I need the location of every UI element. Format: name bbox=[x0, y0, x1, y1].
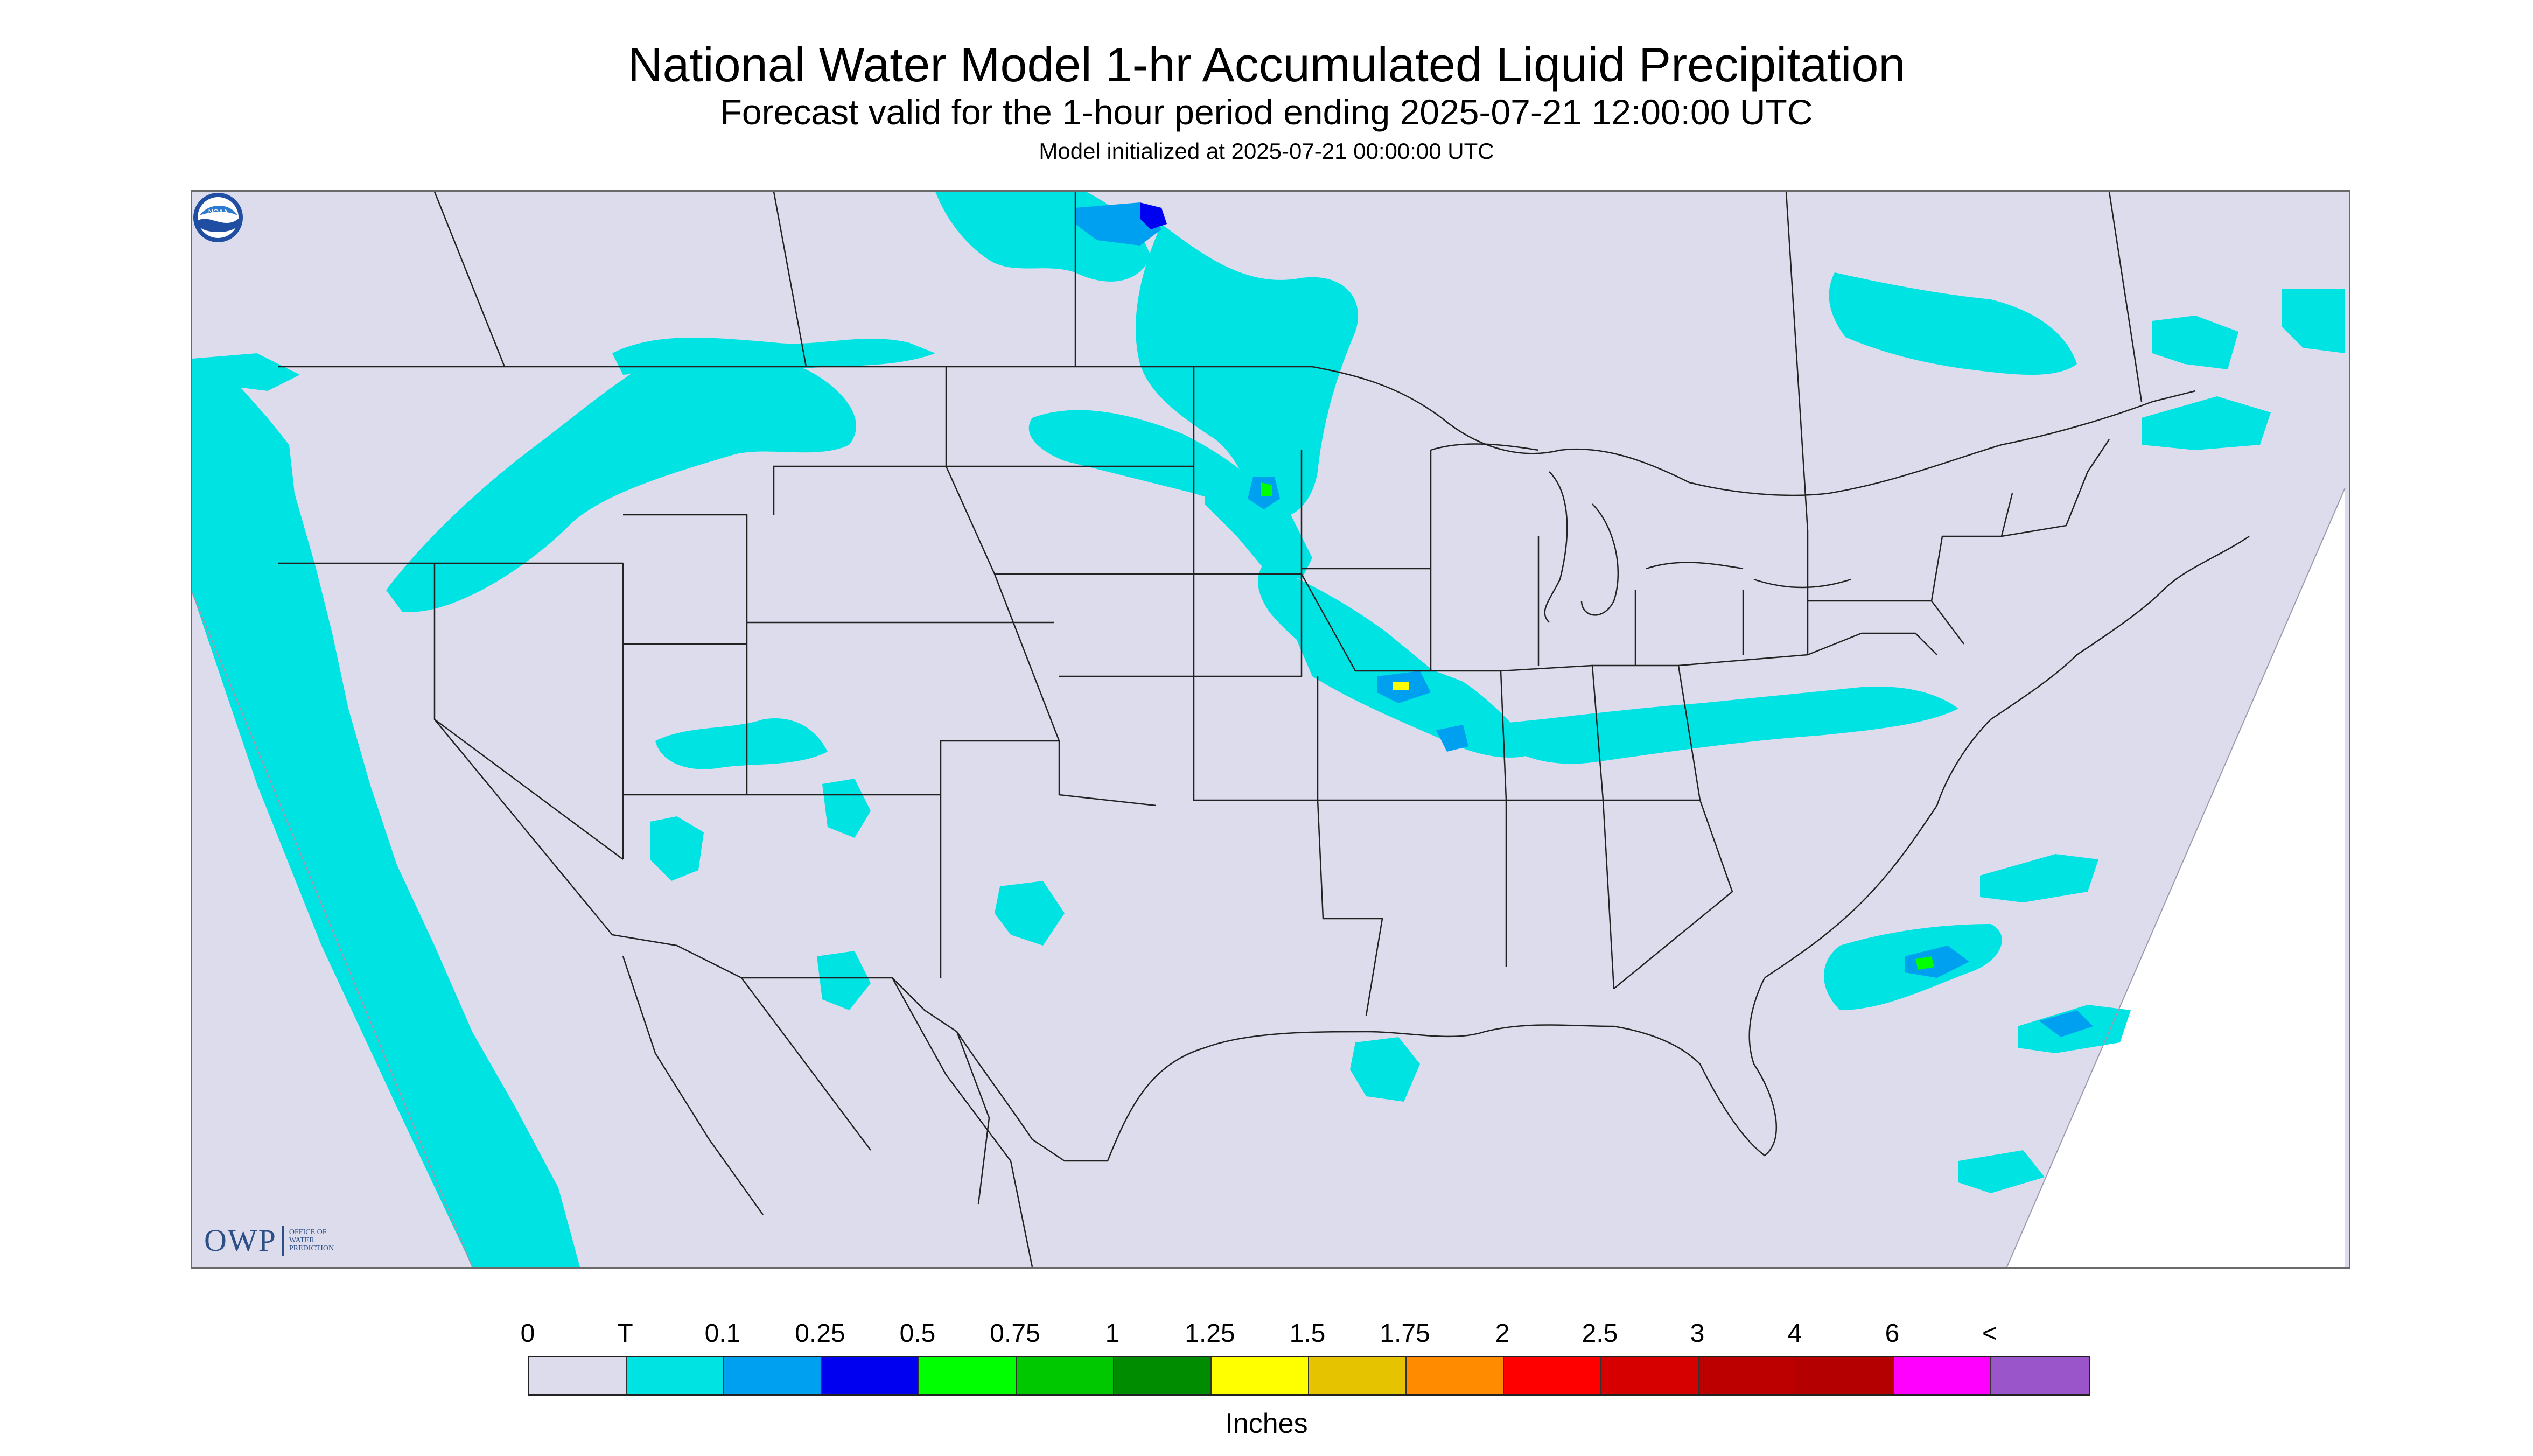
legend-tick-label: 4 bbox=[1787, 1319, 1802, 1348]
state-lines-northeast bbox=[1807, 439, 2110, 655]
az-trace bbox=[650, 816, 704, 881]
mexico-trace bbox=[817, 951, 871, 1010]
legend-swatch bbox=[919, 1357, 1017, 1394]
legend-swatch bbox=[627, 1357, 724, 1394]
legend-tick-label: 0.1 bbox=[704, 1319, 741, 1348]
se-offshore-light-core bbox=[2039, 1010, 2093, 1037]
legend-swatch bbox=[1894, 1357, 1991, 1394]
legend-swatch bbox=[1114, 1357, 1212, 1394]
legend-tick-label: 1.25 bbox=[1185, 1319, 1235, 1348]
iowa-illinois-trace bbox=[1296, 639, 1538, 758]
legend-tick-label: < bbox=[1982, 1319, 1998, 1348]
legend-swatch bbox=[1309, 1357, 1407, 1394]
ohio-valley-trace-band bbox=[1485, 687, 1958, 764]
noaa-logo-icon: NOAA bbox=[193, 193, 243, 242]
legend-swatch bbox=[1699, 1357, 1796, 1394]
illinois-light-core bbox=[1436, 725, 1468, 752]
nm-trace bbox=[822, 779, 871, 838]
state-lines-midwest bbox=[1300, 450, 1744, 671]
ne-canada-trace bbox=[1829, 272, 2077, 375]
quebec-trace bbox=[2142, 396, 2271, 450]
legend-tick-label: 0.75 bbox=[990, 1319, 1040, 1348]
legend-swatch bbox=[724, 1357, 822, 1394]
legend-swatch bbox=[1796, 1357, 1894, 1394]
nw-trace-band bbox=[192, 353, 300, 396]
noaa-logo-text: NOAA bbox=[208, 208, 228, 216]
legend-swatch bbox=[1017, 1357, 1114, 1394]
legend-tick-label: T bbox=[617, 1319, 633, 1348]
canada-province-lines bbox=[433, 192, 2143, 531]
owp-logo-divider bbox=[282, 1225, 284, 1256]
precipitation-map: OWP OFFICE OF WATER PREDICTION NOAA bbox=[191, 190, 2350, 1269]
legend-tick-label: 6 bbox=[1885, 1319, 1900, 1348]
owp-logo-mark: OWP bbox=[204, 1223, 277, 1258]
state-lines-east bbox=[1317, 632, 1937, 1016]
legend-swatch bbox=[1407, 1357, 1504, 1394]
model-init-line: Model initialized at 2025-07-21 00:00:00… bbox=[1039, 138, 1494, 164]
legend-swatch bbox=[1601, 1357, 1699, 1394]
legend-color-bar bbox=[528, 1356, 2090, 1396]
owp-logo-text: OFFICE OF WATER PREDICTION bbox=[289, 1228, 334, 1252]
texas-trace bbox=[995, 881, 1065, 946]
legend-swatch bbox=[822, 1357, 919, 1394]
political-borders bbox=[278, 192, 2250, 1267]
pacific-trace-swath bbox=[192, 369, 580, 1267]
legend-tick-label: 0.25 bbox=[795, 1319, 845, 1348]
far-ne-trace bbox=[2282, 289, 2345, 353]
dakotas-trace bbox=[1205, 472, 1312, 579]
great-lakes-outline bbox=[1430, 443, 1851, 623]
atlantic-coast bbox=[1764, 535, 2250, 979]
iowa-yellow-core bbox=[1393, 682, 1409, 690]
gulf-trace bbox=[1350, 1037, 1420, 1102]
legend-tick-label: 3 bbox=[1690, 1319, 1705, 1348]
legend-tick-label: 2 bbox=[1495, 1319, 1510, 1348]
gulf-coast bbox=[1107, 977, 1778, 1161]
minnesota-green-core bbox=[1261, 482, 1272, 496]
canada-us-border bbox=[278, 366, 2196, 496]
caribbean-trace bbox=[1958, 1150, 2045, 1193]
atlantic-offshore-trace bbox=[1980, 854, 2098, 902]
north-montana-trace bbox=[612, 338, 935, 375]
southwest-trace-cells bbox=[655, 718, 828, 769]
map-subtitle: Forecast valid for the 1-hour period end… bbox=[720, 92, 1813, 132]
legend-tick-label: 0 bbox=[520, 1319, 535, 1348]
legend-tick-label: 0.5 bbox=[899, 1319, 936, 1348]
legend-tick-label: 1.5 bbox=[1289, 1319, 1326, 1348]
map-canvas bbox=[192, 192, 2346, 1267]
atlantic-light-core bbox=[1905, 946, 1969, 978]
us-mexico-border bbox=[612, 934, 1108, 1162]
northern-rockies-trace bbox=[386, 346, 856, 612]
maritimes-trace bbox=[2152, 316, 2238, 369]
canada-heavy-core bbox=[1140, 202, 1167, 229]
projection-edges bbox=[192, 487, 2346, 1267]
state-lines-plains bbox=[773, 367, 1356, 801]
legend-swatch bbox=[1212, 1357, 1309, 1394]
canada-mid-trace bbox=[1136, 224, 1359, 518]
owp-logo: OWP OFFICE OF WATER PREDICTION bbox=[204, 1222, 334, 1258]
legend-swatch bbox=[529, 1357, 627, 1394]
legend-swatch bbox=[1504, 1357, 1601, 1394]
map-title: National Water Model 1-hr Accumulated Li… bbox=[627, 38, 1906, 92]
mexico-state-lines bbox=[622, 956, 1033, 1267]
legend-units-label: Inches bbox=[1225, 1408, 1308, 1439]
legend-tick-label: 1 bbox=[1105, 1319, 1120, 1348]
atlantic-green-core bbox=[1915, 956, 1934, 970]
legend-tick-label: 2.5 bbox=[1582, 1319, 1618, 1348]
legend-swatch bbox=[1991, 1357, 2089, 1394]
legend-tick-label: 1.75 bbox=[1380, 1319, 1430, 1348]
